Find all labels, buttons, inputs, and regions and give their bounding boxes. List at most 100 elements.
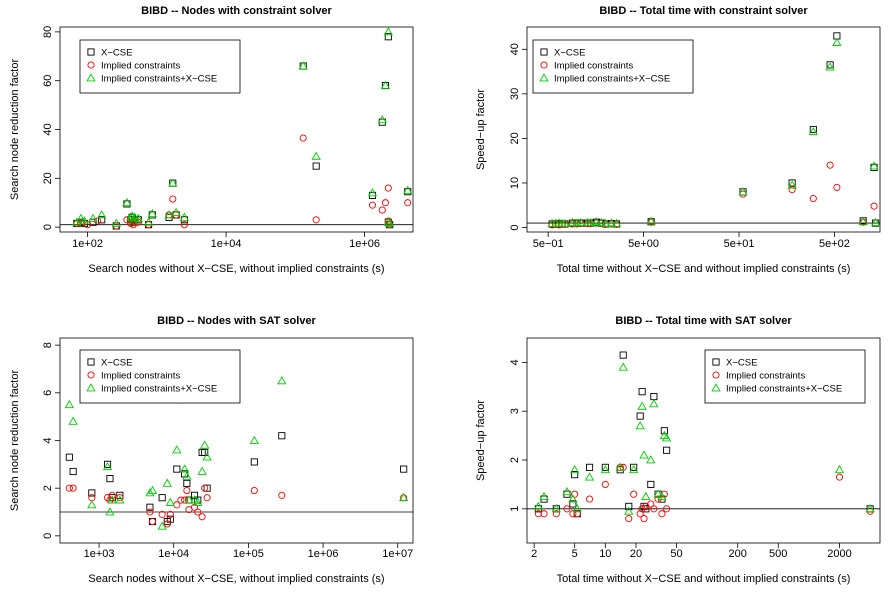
data-point bbox=[177, 496, 185, 504]
x-tick-label: 10 bbox=[599, 548, 611, 560]
data-point bbox=[311, 151, 321, 160]
x-axis-label: Total time without X−CSE and without imp… bbox=[557, 573, 851, 585]
data-point bbox=[145, 488, 155, 497]
data-point bbox=[122, 197, 132, 207]
y-tick-label: 60 bbox=[42, 75, 54, 87]
data-point bbox=[171, 207, 181, 216]
data-point bbox=[552, 510, 560, 518]
x-axis-label: Search nodes without X−CSE, without impl… bbox=[88, 573, 384, 585]
y-tick-label: 1 bbox=[509, 506, 521, 512]
data-point bbox=[738, 187, 748, 196]
data-point bbox=[630, 463, 638, 471]
data-point bbox=[163, 520, 171, 528]
data-point bbox=[591, 216, 602, 226]
legend-label: Implied constraints+X−CSE bbox=[726, 384, 842, 395]
x-tick-label: 2 bbox=[531, 548, 537, 560]
y-tick-label: 20 bbox=[42, 172, 54, 184]
data-point bbox=[560, 218, 570, 227]
data-point bbox=[69, 467, 77, 476]
data-point bbox=[116, 494, 124, 502]
data-point bbox=[650, 393, 658, 401]
x-tick-label: 5e+00 bbox=[628, 238, 659, 250]
data-point bbox=[183, 479, 191, 487]
data-point bbox=[157, 521, 167, 530]
y-tick-label: 10 bbox=[509, 177, 521, 189]
data-point bbox=[404, 199, 412, 207]
data-point bbox=[158, 510, 166, 518]
data-point bbox=[250, 458, 258, 466]
data-point bbox=[787, 180, 797, 189]
data-point bbox=[576, 217, 586, 226]
legend-label: Implied constraints+X−CSE bbox=[101, 74, 217, 85]
y-tick-label: 4 bbox=[509, 359, 521, 365]
data-point bbox=[169, 195, 177, 203]
series-triangle bbox=[547, 37, 881, 227]
y-tick-label: 80 bbox=[42, 26, 54, 38]
legend-marker bbox=[87, 358, 95, 366]
data-point bbox=[194, 508, 202, 516]
data-point bbox=[834, 465, 845, 474]
legend: X−CSE Implied constraints Implied constrai… bbox=[532, 39, 694, 94]
y-tick-label: 8 bbox=[42, 342, 54, 348]
chart-title: BIBD -- Nodes with constraint solver bbox=[141, 5, 332, 17]
data-point bbox=[539, 491, 549, 500]
data-point bbox=[277, 376, 287, 385]
data-point bbox=[368, 201, 377, 209]
x-tick-label: 1e+04 bbox=[158, 548, 189, 560]
data-point bbox=[106, 475, 114, 483]
legend-box bbox=[532, 39, 694, 94]
data-point bbox=[571, 471, 579, 479]
data-point bbox=[606, 218, 617, 227]
legend: X−CSE Implied constraints Implied constrai… bbox=[79, 349, 241, 404]
data-point bbox=[399, 492, 409, 502]
x-tick-label: 20 bbox=[630, 548, 642, 560]
data-point bbox=[378, 206, 386, 214]
x-tick-label: 1e+07 bbox=[382, 548, 413, 560]
data-point bbox=[562, 486, 572, 496]
series-circle bbox=[548, 161, 878, 229]
chart-panel: BIBD -- Nodes with constraint solver Sear… bbox=[9, 5, 414, 275]
data-point bbox=[79, 216, 90, 225]
data-point bbox=[143, 217, 154, 226]
data-point bbox=[571, 490, 579, 498]
data-point bbox=[788, 179, 796, 187]
data-point bbox=[76, 213, 86, 222]
x-tick-label: 5e+02 bbox=[819, 238, 850, 250]
y-tick-label: 40 bbox=[509, 43, 521, 55]
data-point bbox=[533, 501, 544, 510]
data-point bbox=[586, 463, 594, 471]
data-point bbox=[639, 450, 649, 459]
data-point bbox=[201, 448, 209, 456]
data-point bbox=[647, 480, 655, 488]
data-point bbox=[601, 480, 609, 488]
y-axis-label: Search node reduction factor bbox=[9, 59, 21, 201]
data-point bbox=[180, 221, 188, 229]
y-axis-label: Speed−up factor bbox=[475, 89, 487, 170]
data-point bbox=[203, 494, 211, 502]
data-point bbox=[618, 362, 628, 371]
plot-frame bbox=[526, 26, 881, 233]
data-point bbox=[298, 61, 308, 70]
data-point bbox=[641, 491, 651, 500]
legend-marker bbox=[711, 383, 721, 392]
x-tick-label: 1e+03 bbox=[84, 548, 115, 560]
chart-title: BIBD -- Nodes with SAT solver bbox=[157, 315, 316, 327]
data-point bbox=[147, 485, 158, 494]
data-point bbox=[650, 505, 658, 513]
data-point bbox=[200, 440, 210, 449]
data-point bbox=[569, 500, 577, 508]
legend-label: Implied constraints bbox=[726, 371, 805, 382]
legend-label: Implied constraints+X−CSE bbox=[101, 384, 217, 395]
x-tick-label: 2000 bbox=[827, 548, 851, 560]
x-tick-label: 5e+01 bbox=[724, 238, 755, 250]
y-tick-label: 4 bbox=[42, 437, 54, 443]
data-point bbox=[166, 510, 174, 518]
data-point bbox=[278, 432, 286, 440]
data-point bbox=[202, 452, 212, 461]
data-point bbox=[563, 505, 571, 513]
data-point bbox=[663, 505, 671, 513]
data-point bbox=[870, 217, 881, 226]
data-point bbox=[825, 62, 835, 71]
y-tick-label: 20 bbox=[509, 132, 521, 144]
data-point bbox=[111, 218, 121, 227]
